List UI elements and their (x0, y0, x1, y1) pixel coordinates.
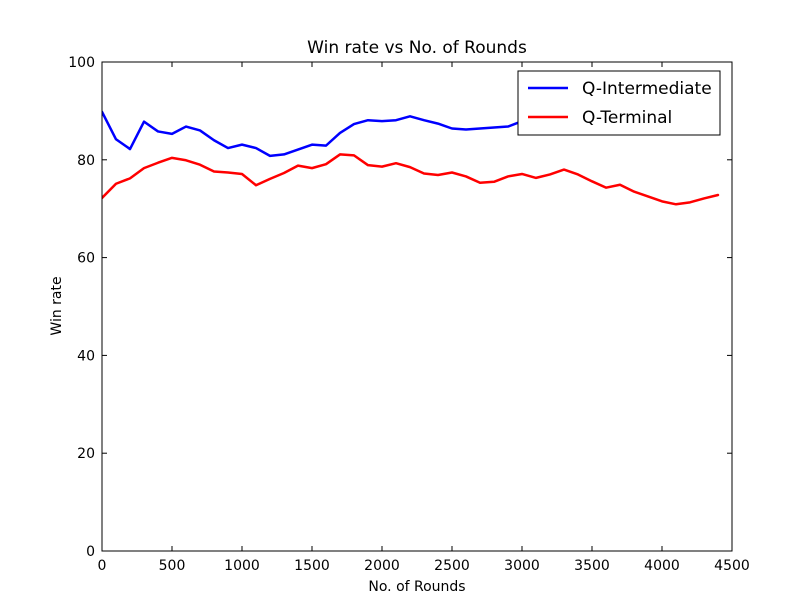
legend-label: Q-Terminal (582, 108, 672, 128)
x-tick-label: 3500 (574, 558, 610, 574)
x-tick-label: 2500 (434, 558, 470, 574)
x-axis-label: No. of Rounds (368, 579, 465, 595)
y-tick-label: 20 (77, 446, 95, 462)
x-tick-label: 3000 (504, 558, 540, 574)
x-tick-label: 2000 (364, 558, 400, 574)
series-line-q-terminal (102, 153, 720, 206)
y-axis-label: Win rate (49, 276, 65, 335)
legend: Q-Intermediate Q-Terminal (517, 70, 721, 136)
y-tick-label: 60 (77, 251, 95, 267)
legend-box (517, 70, 721, 136)
y-tick-label: 40 (77, 348, 95, 364)
y-axis: 0 20 40 60 80 100 (68, 55, 732, 560)
y-tick-label: 0 (86, 544, 95, 560)
plot-frame (101, 61, 733, 552)
x-tick-label: 1500 (294, 558, 330, 574)
y-tick-label: 100 (68, 55, 95, 71)
chart-title: Win rate vs No. of Rounds (307, 38, 527, 58)
x-tick-label: 0 (98, 558, 107, 574)
x-tick-label: 500 (159, 558, 186, 574)
x-axis: 0 500 1000 1500 2000 2500 3000 3500 4000 4500 (98, 62, 750, 574)
x-tick-label: 4500 (714, 558, 750, 574)
x-tick-label: 4000 (644, 558, 680, 574)
x-tick-label: 1000 (224, 558, 260, 574)
y-tick-label: 80 (77, 153, 95, 169)
legend-label: Q-Intermediate (582, 79, 712, 99)
